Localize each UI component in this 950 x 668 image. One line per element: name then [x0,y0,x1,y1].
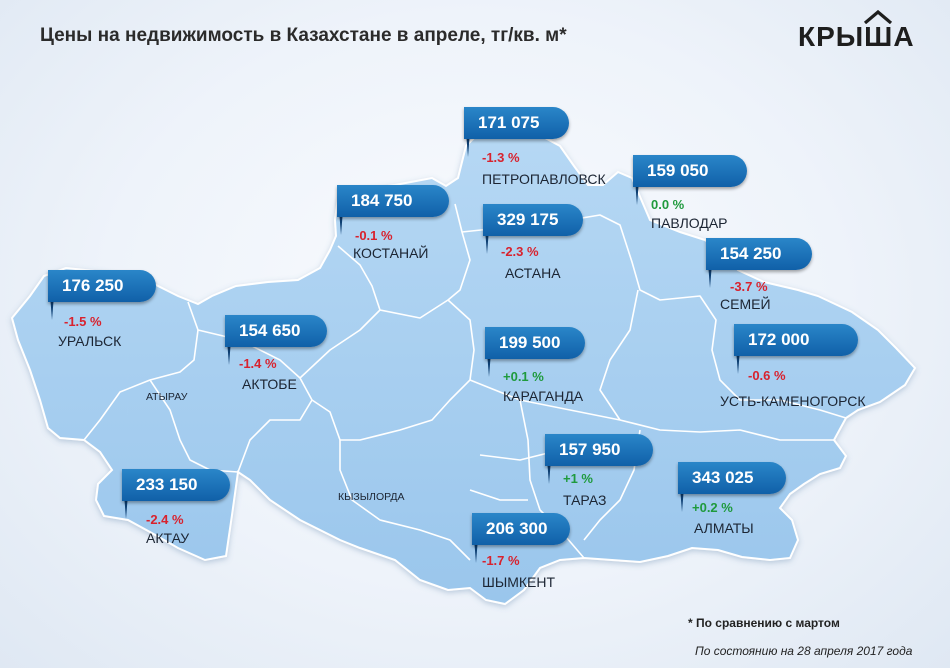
krysha-logo: КРЫША [798,10,924,52]
city-label-atyrau: АТЫРАУ [146,391,188,403]
city-name: КАРАГАНДА [503,388,584,404]
price-change: 0.0 % [651,197,685,212]
city-label-kyzylorda: КЫЗЫЛОРДА [338,491,405,503]
city-marker-almaty: 343 025 +0.2 % АЛМАТЫ [678,462,786,536]
price-tag: 199 500 [485,327,585,359]
city-name: АЛМАТЫ [694,520,754,536]
city-marker-ust-kamenogorsk: 172 000 -0.6 % УСТЬ-КАМЕНОГОРСК [720,324,866,409]
price-change: -0.1 % [355,228,393,243]
city-marker-pavlodar: 159 050 0.0 % ПАВЛОДАР [633,155,747,231]
price-tag: 154 650 [225,315,327,347]
price-change: -2.3 % [501,244,539,259]
city-marker-semey: 154 250 -3.7 % СЕМЕЙ [706,238,812,312]
price-change: -1.5 % [64,314,102,329]
city-name: АКТАУ [146,530,190,546]
city-marker-kostanay: 184 750 -0.1 % КОСТАНАЙ [337,185,449,261]
price-tag: 184 750 [337,185,449,217]
city-name: ПАВЛОДАР [651,215,728,231]
map-title: Цены на недвижимость в Казахстане в апре… [40,25,567,46]
price-change: +0.1 % [503,369,544,384]
city-name: АСТАНА [505,265,561,281]
city-name: УСТЬ-КАМЕНОГОРСК [720,393,866,409]
city-marker-aktau: 233 150 -2.4 % АКТАУ [122,469,230,546]
city-marker-astana: 329 175 -2.3 % АСТАНА [483,204,583,281]
price-change: -0.6 % [748,368,786,383]
price-tag: 343 025 [678,462,786,494]
price-change: -1.3 % [482,150,520,165]
price-tag: 329 175 [483,204,583,236]
price-change: -1.7 % [482,553,520,568]
price-tag: 206 300 [472,513,570,545]
price-change: -1.4 % [239,356,277,371]
city-marker-aktobe: 154 650 -1.4 % АКТОБЕ [225,315,327,392]
price-tag: 176 250 [48,270,156,302]
footnote: * По сравнению с мартом [688,616,840,630]
price-change: -2.4 % [146,512,184,527]
price-tag: 154 250 [706,238,812,270]
city-name: КОСТАНАЙ [353,245,429,261]
city-marker-petropavlovsk: 171 075 -1.3 % ПЕТРОПАВЛОВСК [464,107,606,187]
price-tag: 233 150 [122,469,230,501]
price-change: -3.7 % [730,279,768,294]
price-tag: 172 000 [734,324,858,356]
city-name: УРАЛЬСК [58,333,122,349]
price-tag: 157 950 [545,434,653,466]
price-tag: 159 050 [633,155,747,187]
price-tag: 171 075 [464,107,569,139]
city-name: ТАРАЗ [563,492,607,508]
logo-text: КРЫША [798,21,915,52]
city-marker-taraz: 157 950 +1 % ТАРАЗ [545,434,653,508]
price-change: +1 % [563,471,593,486]
city-name: ПЕТРОПАВЛОВСК [482,171,606,187]
city-marker-shymkent: 206 300 -1.7 % ШЫМКЕНТ [472,513,570,590]
city-marker-karaganda: 199 500 +0.1 % КАРАГАНДА [485,327,585,404]
city-name: ШЫМКЕНТ [482,574,556,590]
city-name: СЕМЕЙ [720,296,771,312]
price-change: +0.2 % [692,500,733,515]
city-name: АКТОБЕ [242,376,297,392]
house-roof-icon [864,10,892,24]
date-note: По состоянию на 28 апреля 2017 года [695,644,913,658]
city-marker-uralsk: 176 250 -1.5 % УРАЛЬСК [48,270,156,349]
